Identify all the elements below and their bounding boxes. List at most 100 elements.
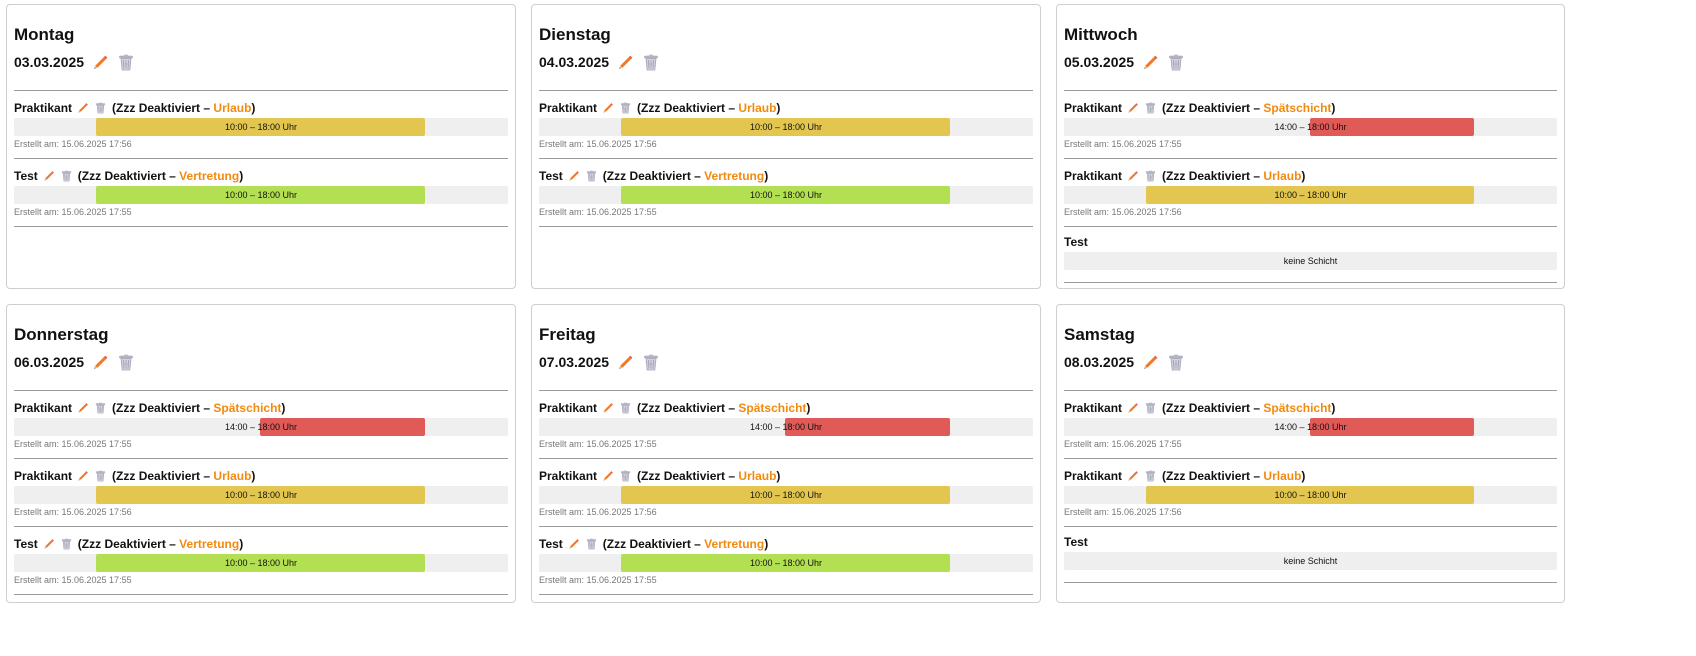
edit-entry-pencil-icon[interactable] (72, 402, 89, 414)
edit-entry-pencil-icon[interactable] (38, 538, 55, 550)
delete-entry-trash-icon[interactable] (1145, 470, 1156, 482)
delete-day-trash-icon[interactable] (1168, 54, 1184, 71)
delete-day-trash-icon[interactable] (1159, 54, 1184, 71)
delete-entry-trash-icon[interactable] (61, 538, 72, 550)
edit-day-pencil-icon[interactable] (1134, 54, 1159, 71)
shift-bar[interactable] (96, 554, 425, 572)
delete-entry-trash-icon[interactable] (55, 538, 72, 550)
delete-entry-trash-icon[interactable] (1145, 402, 1156, 414)
shift-bar[interactable] (621, 486, 950, 504)
delete-entry-trash-icon[interactable] (620, 402, 631, 414)
delete-entry-trash-icon[interactable] (580, 538, 597, 550)
edit-entry-pencil-icon[interactable] (597, 102, 614, 114)
edit-day-pencil-icon[interactable] (92, 54, 109, 71)
edit-day-pencil-icon[interactable] (92, 354, 109, 371)
edit-entry-pencil-icon[interactable] (43, 170, 55, 182)
shift-bar[interactable] (621, 186, 950, 204)
delete-day-trash-icon[interactable] (1168, 354, 1184, 371)
delete-entry-trash-icon[interactable] (614, 102, 631, 114)
edit-day-pencil-icon[interactable] (84, 354, 109, 371)
delete-entry-trash-icon[interactable] (95, 402, 106, 414)
edit-entry-pencil-icon[interactable] (597, 470, 614, 482)
delete-entry-trash-icon[interactable] (1139, 102, 1156, 114)
delete-day-trash-icon[interactable] (109, 354, 134, 371)
edit-entry-pencil-icon[interactable] (602, 470, 614, 482)
edit-day-pencil-icon[interactable] (609, 54, 634, 71)
delete-entry-trash-icon[interactable] (580, 170, 597, 182)
edit-day-pencil-icon[interactable] (1142, 54, 1159, 71)
delete-entry-trash-icon[interactable] (95, 470, 106, 482)
edit-day-pencil-icon[interactable] (617, 54, 634, 71)
edit-entry-pencil-icon[interactable] (563, 170, 580, 182)
delete-entry-trash-icon[interactable] (89, 402, 106, 414)
delete-day-trash-icon[interactable] (1159, 354, 1184, 371)
edit-entry-pencil-icon[interactable] (77, 402, 89, 414)
delete-entry-trash-icon[interactable] (61, 170, 72, 182)
edit-entry-pencil-icon[interactable] (568, 538, 580, 550)
delete-entry-trash-icon[interactable] (586, 538, 597, 550)
delete-day-trash-icon[interactable] (634, 354, 659, 371)
delete-day-trash-icon[interactable] (643, 54, 659, 71)
edit-entry-pencil-icon[interactable] (1127, 470, 1139, 482)
edit-day-pencil-icon[interactable] (1142, 354, 1159, 371)
edit-entry-pencil-icon[interactable] (1127, 102, 1139, 114)
edit-entry-pencil-icon[interactable] (1122, 402, 1139, 414)
entry-status: (Zzz Deaktiviert – Spätschicht) (1162, 399, 1335, 417)
delete-entry-trash-icon[interactable] (1145, 102, 1156, 114)
delete-entry-trash-icon[interactable] (614, 470, 631, 482)
edit-entry-pencil-icon[interactable] (38, 170, 55, 182)
shift-bar[interactable] (96, 486, 425, 504)
shift-entry: Test keine Schicht (1064, 527, 1557, 582)
edit-entry-pencil-icon[interactable] (1127, 170, 1139, 182)
edit-entry-pencil-icon[interactable] (1127, 402, 1139, 414)
shift-bar[interactable] (96, 118, 425, 136)
edit-entry-pencil-icon[interactable] (597, 402, 614, 414)
edit-entry-pencil-icon[interactable] (563, 538, 580, 550)
shift-time-label: 14:00 – 18:00 Uhr (1274, 422, 1347, 432)
edit-entry-pencil-icon[interactable] (1122, 470, 1139, 482)
delete-entry-trash-icon[interactable] (95, 102, 106, 114)
created-timestamp: Erstellt am: 15.06.2025 17:55 (14, 439, 132, 449)
delete-day-trash-icon[interactable] (634, 54, 659, 71)
shift-bar[interactable] (621, 118, 950, 136)
edit-day-pencil-icon[interactable] (609, 354, 634, 371)
edit-day-pencil-icon[interactable] (617, 354, 634, 371)
delete-day-trash-icon[interactable] (118, 354, 134, 371)
delete-day-trash-icon[interactable] (109, 54, 134, 71)
delete-entry-trash-icon[interactable] (1139, 470, 1156, 482)
edit-day-pencil-icon[interactable] (1134, 354, 1159, 371)
delete-entry-trash-icon[interactable] (89, 102, 106, 114)
edit-entry-pencil-icon[interactable] (602, 102, 614, 114)
shift-entry: Praktikant (Zzz Deaktiviert – Urlaub) 10:… (1064, 159, 1557, 226)
delete-entry-trash-icon[interactable] (1145, 170, 1156, 182)
delete-entry-trash-icon[interactable] (620, 102, 631, 114)
edit-entry-pencil-icon[interactable] (1122, 170, 1139, 182)
edit-entry-pencil-icon[interactable] (72, 470, 89, 482)
delete-entry-trash-icon[interactable] (614, 402, 631, 414)
edit-entry-pencil-icon[interactable] (568, 170, 580, 182)
shift-bar[interactable] (1145, 486, 1474, 504)
edit-entry-pencil-icon[interactable] (77, 470, 89, 482)
shift-bar[interactable] (1309, 118, 1474, 136)
edit-entry-pencil-icon[interactable] (43, 538, 55, 550)
edit-entry-pencil-icon[interactable] (72, 102, 89, 114)
delete-entry-trash-icon[interactable] (55, 170, 72, 182)
delete-entry-trash-icon[interactable] (1139, 170, 1156, 182)
edit-entry-pencil-icon[interactable] (1122, 102, 1139, 114)
delete-entry-trash-icon[interactable] (1139, 402, 1156, 414)
delete-day-trash-icon[interactable] (118, 54, 134, 71)
delete-day-trash-icon[interactable] (643, 354, 659, 371)
shift-bar[interactable] (96, 186, 425, 204)
delete-entry-trash-icon[interactable] (620, 470, 631, 482)
shift-bar[interactable] (1309, 418, 1474, 436)
edit-entry-pencil-icon[interactable] (77, 102, 89, 114)
shift-bar[interactable] (621, 554, 950, 572)
delete-entry-trash-icon[interactable] (586, 170, 597, 182)
day-card: Freitag 07.03.2025 Praktikant (Zzz Deakti… (531, 304, 1041, 603)
shift-bar[interactable] (1145, 186, 1474, 204)
shift-bar[interactable] (260, 418, 425, 436)
edit-day-pencil-icon[interactable] (84, 54, 109, 71)
shift-bar[interactable] (785, 418, 950, 436)
delete-entry-trash-icon[interactable] (89, 470, 106, 482)
edit-entry-pencil-icon[interactable] (602, 402, 614, 414)
